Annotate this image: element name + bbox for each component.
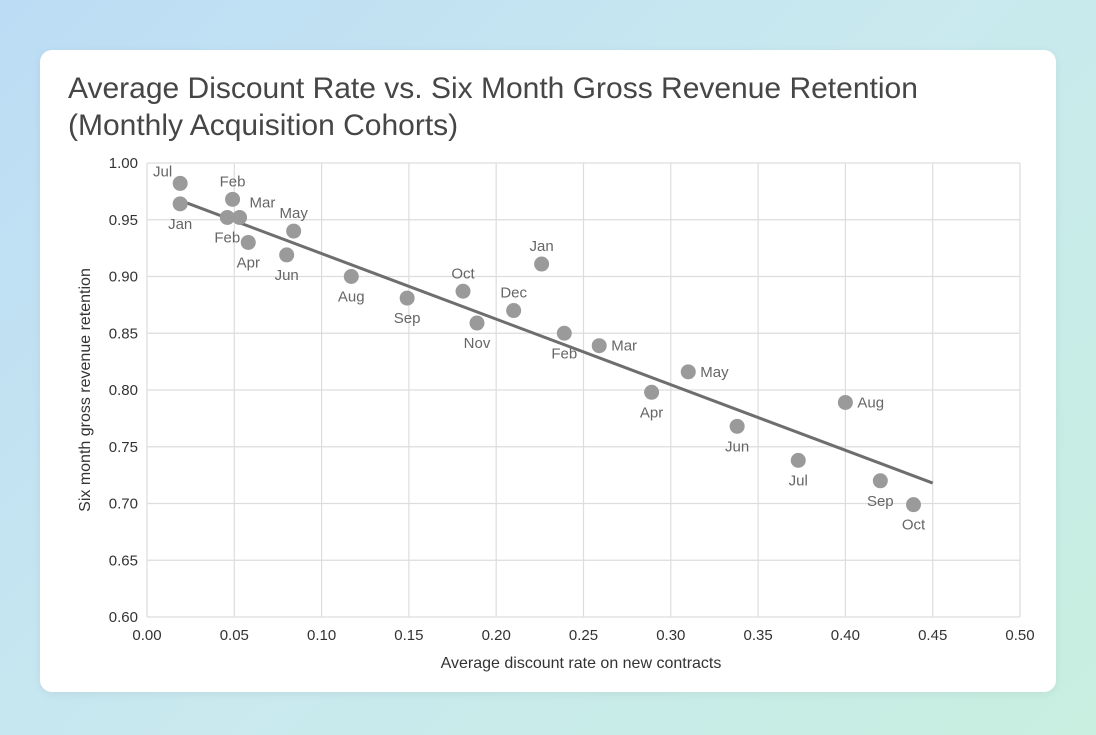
y-tick-label: 0.80 [109, 382, 138, 399]
data-point [591, 338, 607, 354]
x-tick-label: 0.00 [132, 627, 161, 644]
y-tick-label: 0.70 [109, 496, 138, 513]
data-label: Apr [237, 254, 260, 271]
data-label: Mar [611, 338, 637, 355]
data-point [644, 384, 660, 400]
title-line-2: (Monthly Acquisition Cohorts) [68, 109, 459, 142]
data-label: May [700, 364, 729, 381]
data-point [506, 303, 522, 319]
grid [146, 162, 1021, 618]
points: JulJanFebFebMarAprMayJunAugSepOctNovDecJ… [153, 163, 926, 533]
data-label: Jan [530, 238, 554, 255]
data-label: Nov [464, 335, 491, 352]
x-tick-label: 0.10 [307, 627, 336, 644]
data-point [680, 364, 696, 380]
y-tick-label: 0.60 [109, 609, 138, 626]
x-tick-label: 0.20 [482, 627, 511, 644]
x-tick-label: 0.15 [394, 627, 423, 644]
data-point [729, 418, 745, 434]
x-tick-label: 0.25 [569, 627, 598, 644]
y-tick-label: 0.65 [109, 552, 138, 569]
data-label: Aug [857, 394, 884, 411]
axes: 0.00 0.05 0.10 0.15 0.20 0.25 0.30 0.35 0.40 0.45… [109, 155, 1035, 644]
x-tick-label: 0.05 [220, 627, 249, 644]
y-tick-label: 0.90 [109, 269, 138, 286]
data-point [534, 256, 550, 272]
data-point [232, 209, 248, 225]
data-point [172, 175, 188, 191]
chart-title: Average Discount Rate vs. Six Month Gros… [68, 70, 918, 144]
data-point [399, 290, 415, 306]
x-tick-label: 0.45 [918, 627, 947, 644]
data-label: Feb [220, 173, 246, 190]
data-point [219, 209, 235, 225]
trend-line [179, 199, 934, 485]
data-label: Feb [551, 345, 577, 362]
data-label: Jul [153, 163, 172, 180]
data-point [343, 269, 359, 284]
data-label: Oct [451, 265, 475, 282]
y-tick-label: 0.75 [109, 439, 138, 456]
data-point [556, 325, 572, 341]
data-point [872, 473, 888, 489]
data-point [225, 191, 241, 207]
x-tick-label: 0.30 [656, 627, 685, 644]
data-point [905, 497, 921, 513]
data-label: Mar [250, 194, 276, 211]
x-tick-label: 0.50 [1005, 627, 1034, 644]
data-point [837, 394, 853, 410]
chart-card [40, 50, 1056, 692]
data-label: Jul [789, 472, 808, 489]
data-point [469, 315, 485, 331]
title-line-1: Average Discount Rate vs. Six Month Gros… [68, 72, 918, 105]
data-label: Aug [338, 289, 365, 306]
data-label: May [279, 205, 308, 222]
data-label: Jun [275, 267, 299, 284]
data-label: Feb [214, 229, 240, 246]
data-point [790, 452, 806, 468]
data-label: Apr [640, 404, 663, 421]
data-point [240, 234, 256, 250]
data-label: Jun [725, 438, 749, 455]
data-point [286, 223, 302, 239]
data-label: Jan [168, 216, 192, 233]
y-tick-label: 0.95 [109, 212, 138, 229]
x-axis-label: Average discount rate on new contracts [441, 655, 722, 672]
data-label: Sep [867, 493, 894, 510]
data-label: Sep [394, 310, 421, 327]
y-tick-label: 0.85 [109, 325, 138, 342]
y-axis-label: Six month gross revenue retention [77, 268, 94, 512]
data-label: Dec [500, 285, 527, 302]
y-tick-label: 1.00 [109, 155, 138, 172]
x-tick-label: 0.35 [743, 627, 772, 644]
data-point [279, 247, 295, 263]
x-tick-label: 0.40 [831, 627, 860, 644]
data-point [172, 196, 188, 212]
data-point [455, 283, 471, 299]
data-label: Oct [902, 517, 926, 534]
